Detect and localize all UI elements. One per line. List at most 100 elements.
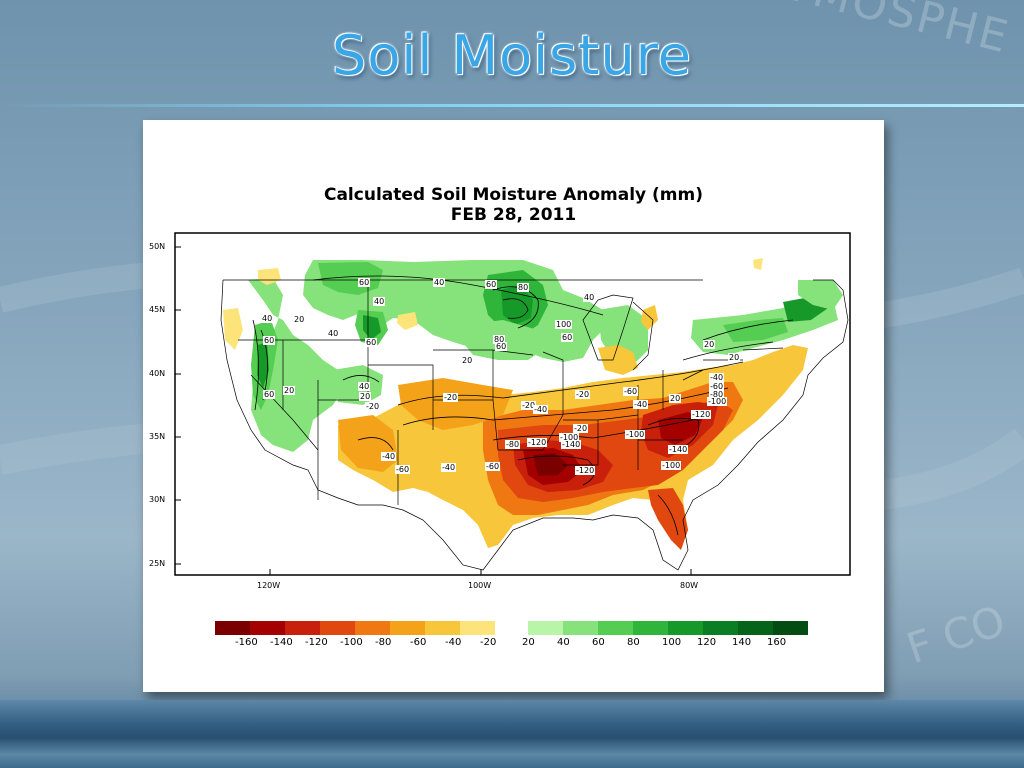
contour-value-label: 80: [493, 335, 506, 344]
wet-region-mn-deep: [501, 285, 533, 325]
contour-value-label: -80: [505, 440, 521, 449]
lon-label-80w: 80W: [680, 581, 699, 590]
colorbar-tick-label: 40: [557, 637, 570, 648]
contour-value-label: -20: [575, 390, 591, 399]
soil-moisture-figure: Calculated Soil Moisture Anomaly (mm) FE…: [143, 120, 884, 692]
contour-value-label: 60: [485, 280, 498, 289]
colorbar-tick-label: 60: [592, 637, 605, 648]
wet-region-new-england: [798, 280, 843, 310]
dry-region-pacific-nw: [223, 308, 243, 350]
contour-value-label: -80: [709, 390, 725, 399]
axis-ticks: [175, 246, 692, 575]
colorbar-swatch-dry: [250, 621, 285, 635]
contour-value-label: -140: [561, 440, 582, 449]
slide-title: Soil Moisture: [332, 24, 692, 87]
colorbar-tick-label: -60: [410, 637, 427, 648]
colorbar-tick-label: 140: [732, 637, 752, 648]
contour-value-label: -40: [709, 373, 725, 382]
contour-value-label: 60: [358, 278, 371, 287]
contour-value-label: -120: [575, 466, 596, 475]
colorbar-tick-label: -160: [235, 637, 258, 648]
lat-label-30n: 30N: [149, 495, 166, 504]
contour-value-label: 60: [365, 338, 378, 347]
wet-region-idaho-west: [248, 278, 343, 452]
contour-value-label: 40: [261, 314, 274, 323]
contour-value-label: 40: [433, 278, 446, 287]
colorbar-swatch-dry: [285, 621, 320, 635]
contour-value-label: 40: [327, 329, 340, 338]
colorbar-swatch-dry: [215, 621, 250, 635]
colorbar-tick-label: -80: [375, 637, 392, 648]
contour-value-label: -60: [623, 387, 639, 396]
colorbar-swatch-dry: [460, 621, 495, 635]
slide-footer-band: [0, 700, 1024, 768]
colorbar-swatch-wet: [528, 621, 563, 635]
colorbar-tick-label: 120: [697, 637, 717, 648]
contour-value-label: 100: [555, 320, 573, 329]
lat-label-45n: 45N: [149, 305, 166, 314]
colorbar-tick-label: 80: [627, 637, 640, 648]
contour-value-label: 40: [358, 382, 371, 391]
colorbar-tick-label: -100: [340, 637, 363, 648]
contour-value-label: 60: [495, 342, 508, 351]
colorbar-swatch-wet: [598, 621, 633, 635]
colorbar-swatch-dry: [355, 621, 390, 635]
contour-value-label: -60: [709, 382, 725, 391]
dry-region-ms-dark: [533, 453, 568, 476]
contour-value-label: 60: [561, 333, 574, 342]
colorbar-swatch-wet: [773, 621, 808, 635]
colorbar-swatch-dry: [425, 621, 460, 635]
lat-label-40n: 40N: [149, 369, 166, 378]
contour-value-label: -20: [365, 402, 381, 411]
contour-value-label: 20: [359, 392, 372, 401]
contour-value-label: -140: [668, 445, 689, 454]
contour-value-label: -120: [691, 410, 712, 419]
contour-value-label: 20: [283, 386, 296, 395]
contour-value-label: 80: [517, 283, 530, 292]
wet-region-wyoming-deep: [363, 315, 381, 340]
lon-label-120w: 120W: [257, 581, 281, 590]
dry-region-ny-spot: [753, 258, 763, 270]
contour-value-label: -100: [625, 430, 646, 439]
contour-value-label: 60: [263, 390, 276, 399]
dry-region-montana-spot: [258, 268, 281, 285]
figure-title: Calculated Soil Moisture Anomaly (mm): [323, 185, 703, 205]
colorbar-tick-label: 20: [522, 637, 535, 648]
contour-value-label: 20: [728, 353, 741, 362]
contour-value-label: -100: [559, 433, 580, 442]
lat-label-35n: 35N: [149, 432, 166, 441]
colorbar-swatch-wet: [668, 621, 703, 635]
colorbar-tick-label: -20: [480, 637, 497, 648]
contour-value-label: -120: [527, 438, 548, 447]
colorbar-swatch-wet: [738, 621, 773, 635]
colorbar-swatch-wet: [633, 621, 668, 635]
contour-value-label: -20: [443, 393, 459, 402]
contour-value-label: -40: [441, 463, 457, 472]
contour-value-label: -100: [707, 397, 728, 406]
dry-region-plains-orange: [398, 378, 513, 430]
colorbar: [215, 621, 808, 635]
state-boundaries: [220, 279, 849, 571]
contour-value-label: -40: [381, 452, 397, 461]
dry-region-michigan-spot: [641, 305, 658, 330]
colorbar-tick-label: -120: [305, 637, 328, 648]
dry-region-ohio-valley: [598, 345, 638, 375]
figure-date: FEB 28, 2011: [450, 205, 577, 225]
contour-value-label: -20: [521, 401, 537, 410]
colorbar-swatch-dry: [390, 621, 425, 635]
colorbar-swatch-wet: [563, 621, 598, 635]
contour-value-label: -40: [533, 405, 549, 414]
contour-value-label: -100: [661, 461, 682, 470]
colorbar-tick-label: -40: [445, 637, 462, 648]
contour-value-label: 40: [373, 297, 386, 306]
contour-value-label: 20: [461, 356, 474, 365]
colorbar-tick-label: 160: [767, 637, 787, 648]
wet-region-ny-core: [723, 318, 788, 342]
contour-value-label: 20: [669, 394, 682, 403]
contour-value-label: -40: [633, 400, 649, 409]
title-divider: [0, 104, 1024, 107]
contour-value-label: 60: [263, 336, 276, 345]
colorbar-swatch-dry: [320, 621, 355, 635]
contour-value-label: -60: [395, 465, 411, 474]
contour-value-label: 20: [703, 340, 716, 349]
